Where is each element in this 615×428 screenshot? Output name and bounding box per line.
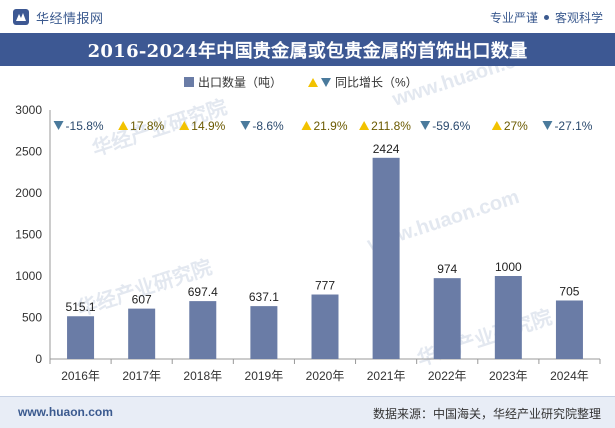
- bar: [494, 276, 522, 359]
- y-tick-label: 0: [35, 352, 42, 366]
- growth-value-label: 14.9%: [191, 119, 225, 133]
- bar: [433, 278, 461, 359]
- legend-swatch-bar: [184, 77, 194, 87]
- growth-value-label: -59.6%: [432, 119, 470, 133]
- growth-value-label: 17.8%: [130, 119, 164, 133]
- x-tick-label: 2020年: [306, 369, 345, 383]
- tagline-left: 专业严谨: [489, 11, 538, 25]
- growth-down-marker: [240, 121, 251, 130]
- title-bar: 2016-2024年中国贵金属或包贵金属的首饰出口数量: [0, 33, 615, 66]
- x-tick-label: 2019年: [245, 369, 284, 383]
- growth-down-marker: [542, 121, 553, 130]
- growth-up-marker: [359, 121, 370, 130]
- x-tick-label: 2016年: [61, 369, 100, 383]
- y-tick-label: 2500: [15, 145, 42, 159]
- bar: [128, 308, 156, 359]
- footer: www.huaon.com 数据来源：中国海关，华经产业研究院整理: [0, 396, 615, 428]
- bar-value-label: 515.1: [66, 300, 96, 314]
- bar-value-label: 637.1: [249, 290, 279, 304]
- bar-value-label: 1000: [495, 260, 522, 274]
- growth-up-marker: [118, 121, 129, 130]
- growth-value-label: -8.6%: [252, 119, 284, 133]
- dot-icon: [543, 15, 549, 20]
- growth-value-label: 27%: [504, 119, 528, 133]
- y-tick-label: 1000: [15, 269, 42, 283]
- x-tick-label: 2023年: [489, 369, 528, 383]
- legend-label-growth: 同比增长（%）: [335, 76, 418, 90]
- footer-url: www.huaon.com: [18, 405, 113, 419]
- bar: [67, 316, 95, 359]
- bar: [555, 300, 583, 359]
- bar-value-label: 2424: [373, 142, 400, 156]
- y-tick-label: 500: [22, 311, 42, 325]
- chart-svg: 华经产业研究院www.huaon.com华经产业研究院www.huaon.com…: [15, 41, 601, 383]
- bar-value-label: 974: [437, 262, 457, 276]
- growth-value-label: 211.8%: [371, 119, 411, 133]
- bar-value-label: 607: [132, 293, 152, 307]
- growth-down-marker: [53, 121, 64, 130]
- bar: [311, 294, 339, 359]
- y-tick-label: 1500: [15, 228, 42, 242]
- bar-value-label: 777: [315, 279, 335, 293]
- footer-source: 数据来源：中国海关，华经产业研究院整理: [372, 407, 601, 421]
- bar: [250, 306, 278, 359]
- x-tick-label: 2017年: [122, 369, 161, 383]
- growth-value-label: 21.9%: [314, 119, 348, 133]
- bar: [372, 157, 400, 359]
- legend-up-triangle-icon: [308, 78, 318, 87]
- growth-down-marker: [420, 121, 431, 130]
- growth-up-marker: [179, 121, 190, 130]
- legend-label-volume: 出口数量（吨）: [198, 75, 282, 90]
- x-tick-label: 2021年: [367, 369, 406, 383]
- growth-value-label: -27.1%: [554, 119, 592, 133]
- x-tick-label: 2018年: [183, 369, 222, 383]
- growth-value-label: -15.8%: [66, 119, 104, 133]
- top-bar: 华经情报网 专业严谨 客观科学: [0, 0, 615, 33]
- bar-value-label: 705: [559, 284, 579, 298]
- y-tick-label: 3000: [15, 103, 42, 117]
- tagline: 专业严谨 客观科学: [490, 9, 603, 26]
- bar-value-label: 697.4: [188, 285, 218, 299]
- growth-up-marker: [491, 121, 502, 130]
- growth-up-marker: [301, 121, 312, 130]
- x-tick-label: 2022年: [428, 369, 467, 383]
- y-tick-label: 2000: [15, 186, 42, 200]
- brand-name: 华经情报网: [36, 10, 104, 26]
- x-tick-label: 2024年: [550, 369, 589, 383]
- chart-area: 华经产业研究院 www.huaon.com 华经产业研究院 www.huaon.com…: [0, 41, 615, 396]
- chart-title: 2016-2024年中国贵金属或包贵金属的首饰出口数量: [87, 40, 528, 62]
- bar: [189, 301, 217, 359]
- brand: 华经情报网: [12, 8, 104, 26]
- legend-down-triangle-icon: [321, 78, 331, 87]
- brand-logo-icon: [13, 9, 29, 25]
- tagline-right: 客观科学: [554, 11, 603, 25]
